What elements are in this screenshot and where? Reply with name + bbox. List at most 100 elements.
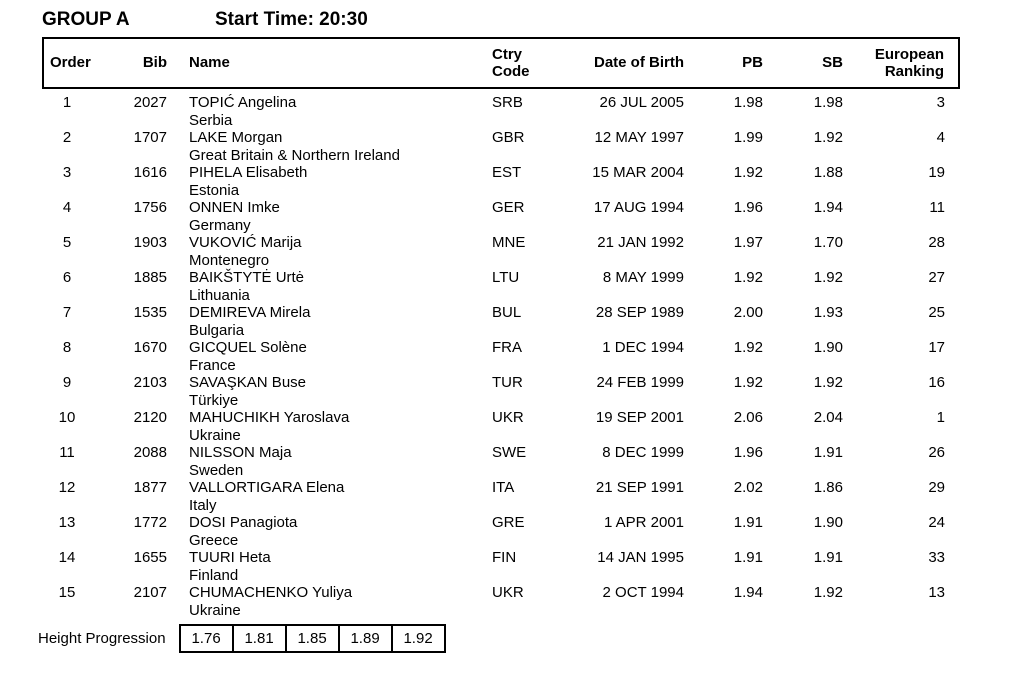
date-of-birth-cell: 21 JAN 1992 — [597, 234, 684, 251]
ctry-code-cell: FIN — [492, 549, 517, 566]
name-cell: DOSI Panagiota Greece — [171, 514, 489, 549]
sb-cell: 1.70 — [813, 234, 843, 251]
date-of-birth-cell: 26 JUL 2005 — [599, 94, 684, 111]
date-of-birth-cell: 19 SEP 2001 — [595, 409, 684, 426]
date-of-birth-cell: 17 AUG 1994 — [593, 199, 684, 216]
table-row: 10 2120 MAHUCHIKH Yaroslava Ukraine UKR … — [43, 409, 959, 444]
header-order: Order — [50, 54, 91, 72]
table-row: 14 1655 TUURI Heta Finland FIN 14 JAN 19… — [43, 549, 959, 584]
order-cell: 5 — [62, 234, 72, 251]
ctry-code-cell: BUL — [492, 304, 522, 321]
european-ranking-cell: 17 — [928, 339, 945, 356]
name-cell: VUKOVIĆ Marija Montenegro — [171, 234, 489, 269]
bib-cell: 2027 — [133, 94, 167, 111]
european-ranking-cell: 16 — [928, 374, 945, 391]
height-cell: 1.76 — [178, 624, 234, 653]
european-ranking-cell: 29 — [928, 479, 945, 496]
order-cell: 7 — [62, 304, 72, 321]
table-row: 8 1670 GICQUEL Solène France FRA 1 DEC 1… — [43, 339, 959, 374]
athlete-country: Türkiye — [189, 391, 239, 409]
pb-cell: 1.91 — [733, 549, 763, 566]
ctry-code-cell: GRE — [492, 514, 525, 531]
order-cell: 6 — [62, 269, 72, 286]
sb-cell: 1.92 — [813, 584, 843, 601]
pb-cell: 1.92 — [733, 374, 763, 391]
name-cell: CHUMACHENKO Yuliya Ukraine — [171, 584, 489, 619]
pb-cell: 1.92 — [733, 269, 763, 286]
header-date-of-birth: Date of Birth — [594, 54, 684, 72]
height-cell: 1.85 — [284, 624, 340, 653]
name-cell: NILSSON Maja Sweden — [171, 444, 489, 479]
ctry-code-cell: TUR — [492, 374, 523, 391]
table-row: 12 1877 VALLORTIGARA Elena Italy ITA 21 … — [43, 479, 959, 514]
athlete-name: LAKE Morgan — [189, 129, 283, 146]
european-ranking-cell: 13 — [928, 584, 945, 601]
athlete-country: Lithuania — [189, 286, 250, 304]
bib-cell: 2088 — [133, 444, 167, 461]
page-title: GROUP A Start Time: 20:30 — [42, 9, 1024, 31]
athlete-country: Greece — [189, 531, 239, 549]
table-row: 4 1756 ONNEN Imke Germany GER 17 AUG 199… — [43, 199, 959, 234]
athlete-name: VUKOVIĆ Marija — [189, 234, 302, 251]
pb-cell: 2.06 — [733, 409, 763, 426]
ctry-code-cell: GER — [492, 199, 525, 216]
table-row: 15 2107 CHUMACHENKO Yuliya Ukraine UKR 2… — [43, 584, 959, 619]
name-cell: PIHELA Elisabeth Estonia — [171, 164, 489, 199]
bib-cell: 1877 — [133, 479, 167, 496]
athlete-country: Ukraine — [189, 426, 241, 444]
sb-cell: 1.91 — [813, 549, 843, 566]
order-cell: 11 — [59, 444, 75, 461]
european-ranking-cell: 24 — [928, 514, 945, 531]
bib-cell: 1655 — [133, 549, 167, 566]
ctry-code-cell: LTU — [492, 269, 520, 286]
bib-cell: 1707 — [133, 129, 167, 146]
bib-cell: 1616 — [133, 164, 167, 181]
table-row: 11 2088 NILSSON Maja Sweden SWE 8 DEC 19… — [43, 444, 959, 479]
date-of-birth-cell: 8 MAY 1999 — [602, 269, 684, 286]
sb-cell: 1.93 — [813, 304, 843, 321]
athlete-country: France — [189, 356, 236, 374]
athlete-country: Estonia — [189, 181, 240, 199]
sb-cell: 1.94 — [813, 199, 843, 216]
european-ranking-cell: 19 — [928, 164, 945, 181]
pb-cell: 1.96 — [733, 444, 763, 461]
ctry-code-cell: UKR — [492, 409, 524, 426]
height-progression-cells: 1.76 1.81 1.85 1.89 1.92 — [178, 624, 446, 653]
height-progression-table: 1.76 1.81 1.85 1.89 1.92 — [178, 624, 446, 653]
table-row: 13 1772 DOSI Panagiota Greece GRE 1 APR … — [43, 514, 959, 549]
sb-cell: 1.92 — [813, 129, 843, 146]
bib-cell: 1756 — [133, 199, 167, 216]
name-cell: LAKE Morgan Great Britain & Northern Ire… — [171, 129, 489, 164]
order-cell: 1 — [62, 94, 72, 111]
athlete-name: SAVAŞKAN Buse — [189, 374, 306, 391]
bib-cell: 2120 — [133, 409, 167, 426]
order-cell: 2 — [62, 129, 72, 146]
sb-cell: 1.90 — [813, 514, 843, 531]
ctry-code-cell: SWE — [492, 444, 527, 461]
sb-cell: 1.91 — [813, 444, 843, 461]
order-cell: 4 — [62, 199, 72, 216]
athlete-name: TOPIĆ Angelina — [189, 94, 297, 111]
pb-cell: 1.91 — [733, 514, 763, 531]
athlete-country: Sweden — [189, 461, 244, 479]
order-cell: 8 — [62, 339, 72, 356]
date-of-birth-cell: 21 SEP 1991 — [595, 479, 684, 496]
name-cell: DEMIREVA Mirela Bulgaria — [171, 304, 489, 339]
athlete-name: PIHELA Elisabeth — [189, 164, 308, 181]
athlete-name: DOSI Panagiota — [189, 514, 298, 531]
header-european-ranking: European Ranking — [874, 45, 944, 81]
height-cell: 1.92 — [390, 624, 446, 653]
european-ranking-cell: 27 — [928, 269, 945, 286]
height-progression: Height Progression 1.76 1.81 1.85 1.89 1… — [38, 624, 1024, 653]
european-ranking-cell: 33 — [928, 549, 945, 566]
date-of-birth-cell: 8 DEC 1999 — [602, 444, 684, 461]
height-cell: 1.89 — [337, 624, 393, 653]
athlete-name: BAIKŠTYTĖ Urtė — [189, 269, 305, 286]
athlete-country: Italy — [189, 496, 217, 514]
date-of-birth-cell: 1 DEC 1994 — [602, 339, 684, 356]
bib-cell: 2103 — [133, 374, 167, 391]
ctry-code-cell: ITA — [492, 479, 515, 496]
athlete-name: TUURI Heta — [189, 549, 271, 566]
header-row: Order Bib Name Ctry Code Date of Birth P… — [43, 38, 959, 88]
athlete-name: VALLORTIGARA Elena — [189, 479, 345, 496]
